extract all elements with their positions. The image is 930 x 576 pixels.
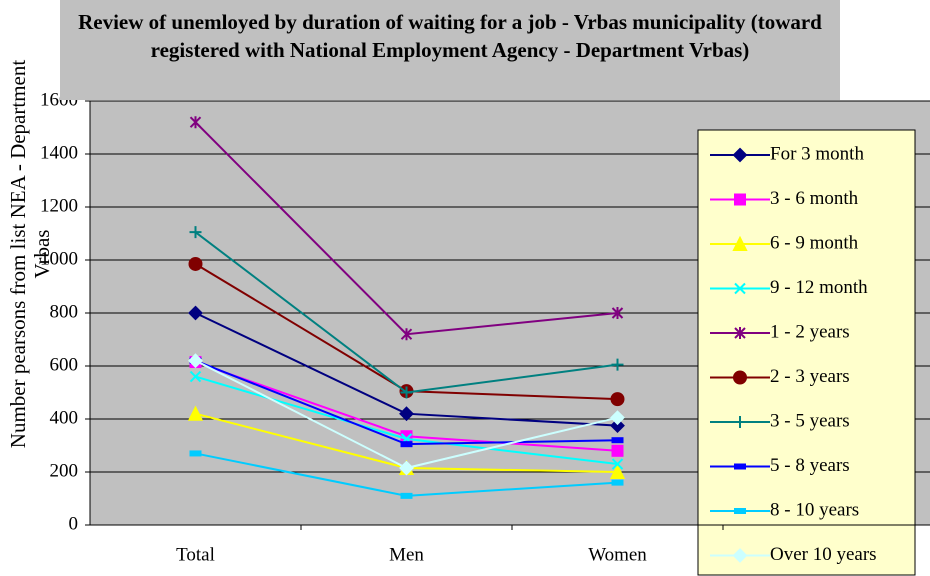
- marker: [611, 458, 624, 470]
- legend-marker: [732, 235, 748, 251]
- marker: [188, 353, 203, 369]
- legend-label: 3 - 6 month: [770, 188, 859, 209]
- y-tick-label: 0: [69, 513, 79, 534]
- legend-label: Over 10 years: [770, 544, 877, 565]
- y-tick-label: 600: [50, 354, 79, 375]
- legend-label: 6 - 9 month: [770, 232, 859, 253]
- marker: [611, 444, 624, 457]
- x-tick-label: Men: [389, 544, 424, 565]
- legend-marker: [734, 193, 746, 206]
- legend-marker: [734, 327, 746, 339]
- y-tick-label: 1200: [40, 195, 78, 216]
- marker: [400, 328, 413, 341]
- y-tick-label: 800: [50, 301, 79, 322]
- marker: [609, 463, 626, 479]
- y-tick-label: 400: [50, 407, 79, 428]
- marker: [611, 437, 624, 444]
- legend-label: 8 - 10 years: [770, 499, 859, 520]
- legend-marker: [732, 147, 748, 163]
- y-axis-title: Number pearsons from list NEA - Departme…: [6, 59, 54, 449]
- chart-title: Review of unemloyed by duration of waiti…: [60, 0, 840, 100]
- marker: [610, 410, 625, 426]
- marker: [399, 406, 414, 422]
- legend-label: 3 - 5 years: [770, 410, 850, 431]
- legend-label: 5 - 8 years: [770, 455, 850, 476]
- marker: [189, 450, 202, 457]
- marker: [399, 460, 414, 476]
- legend-marker: [733, 370, 747, 385]
- legend-marker: [732, 548, 748, 563]
- marker: [400, 492, 413, 499]
- marker: [610, 392, 625, 407]
- legend-label: 9 - 12 month: [770, 277, 868, 298]
- legend-marker: [734, 463, 746, 470]
- legend-marker: [734, 282, 746, 295]
- marker: [400, 386, 413, 399]
- marker: [189, 226, 202, 239]
- y-tick-label: 200: [50, 460, 79, 481]
- marker: [611, 479, 624, 486]
- marker: [188, 256, 203, 271]
- marker: [400, 441, 413, 448]
- legend-label: 1 - 2 years: [770, 321, 850, 342]
- x-tick-label: Women: [588, 544, 647, 565]
- y-tick-label: 1000: [40, 248, 78, 269]
- marker: [189, 116, 202, 129]
- legend-label: 2 - 3 years: [770, 366, 850, 387]
- y-tick-label: 1400: [40, 142, 78, 163]
- marker: [188, 305, 203, 321]
- marker: [611, 358, 624, 371]
- marker: [189, 370, 202, 383]
- marker: [187, 405, 204, 421]
- legend-marker: [734, 508, 746, 514]
- legend-marker: [734, 416, 746, 428]
- x-tick-label: Total: [176, 544, 215, 565]
- marker: [610, 418, 625, 434]
- marker: [611, 307, 624, 319]
- legend-label: For 3 month: [770, 143, 864, 164]
